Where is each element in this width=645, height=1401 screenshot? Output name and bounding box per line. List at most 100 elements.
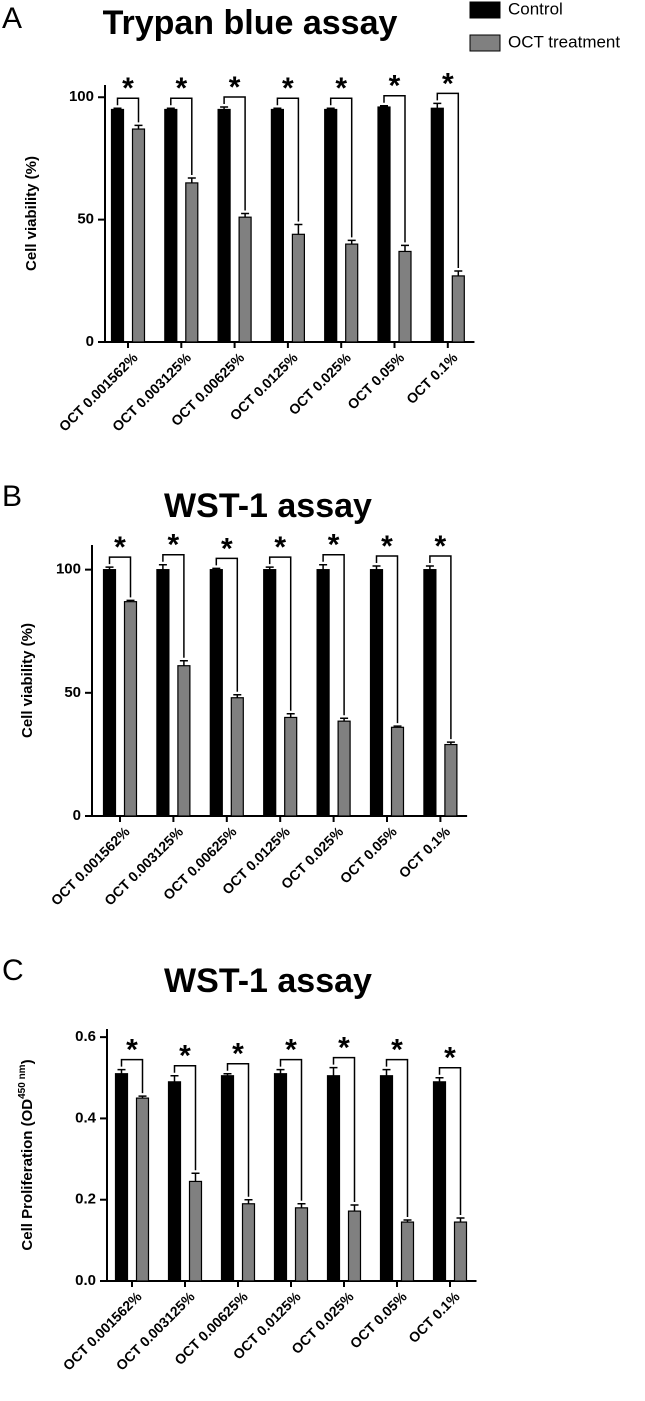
- y-axis-label: Cell viability (%): [19, 623, 36, 738]
- bar: [273, 1073, 288, 1282]
- x-tick-label: OCT 0.05%: [344, 349, 407, 412]
- y-tick-label: 0: [86, 333, 94, 350]
- error-bar: [454, 270, 463, 276]
- error-bar: [220, 106, 229, 110]
- significance-mark: *: [175, 72, 187, 105]
- error-bar: [329, 1066, 338, 1076]
- error-bar: [294, 223, 303, 235]
- chart-title: Trypan blue assay: [103, 4, 398, 42]
- significance-bracket: [329, 97, 353, 238]
- bar: [241, 1203, 256, 1282]
- significance-mark: *: [179, 1040, 191, 1073]
- significance-mark: *: [221, 532, 233, 565]
- significance-mark: *: [391, 1034, 403, 1067]
- bar: [123, 601, 138, 817]
- bar: [263, 569, 277, 817]
- y-tick-label: 0.6: [75, 1028, 96, 1045]
- bar: [284, 716, 298, 817]
- bar: [156, 569, 170, 817]
- significance-mark: *: [335, 72, 347, 105]
- bar: [270, 108, 284, 343]
- significance-bracket: [322, 553, 345, 716]
- bar: [423, 569, 437, 817]
- significance-mark: *: [168, 529, 180, 562]
- significance-bracket: [436, 92, 460, 269]
- error-bar: [393, 725, 402, 728]
- y-tick-label: 50: [77, 211, 94, 228]
- significance-bracket: [226, 1062, 250, 1197]
- significance-mark: *: [444, 1042, 456, 1075]
- x-tick-label: OCT 0.1%: [405, 1288, 463, 1346]
- y-tick-label: 0.4: [75, 1109, 97, 1126]
- significance-mark: *: [389, 70, 401, 103]
- legend-label: OCT treatment: [508, 32, 620, 51]
- panel-label: A: [2, 2, 22, 35]
- error-bar: [286, 713, 295, 718]
- error-bar: [105, 566, 114, 570]
- error-bar: [380, 105, 388, 108]
- significance-mark: *: [338, 1032, 350, 1065]
- y-tick-label: 0: [73, 807, 81, 824]
- error-bar: [326, 107, 335, 110]
- error-bar: [179, 660, 188, 666]
- bar: [316, 569, 330, 817]
- bar: [400, 1221, 415, 1282]
- bar: [238, 216, 252, 343]
- error-bar: [433, 102, 442, 109]
- error-bar: [134, 124, 143, 130]
- bar: [390, 726, 405, 817]
- y-tick-label: 50: [64, 684, 81, 701]
- significance-bracket: [162, 553, 185, 658]
- error-bar: [126, 599, 135, 602]
- significance-bracket: [215, 557, 239, 692]
- error-bar: [265, 566, 274, 570]
- significance-bracket: [385, 1058, 409, 1218]
- significance-bracket: [429, 555, 452, 740]
- legend-swatch: [469, 34, 501, 52]
- bar: [444, 743, 458, 817]
- error-bar: [446, 741, 455, 745]
- bar: [347, 1210, 362, 1282]
- y-axis-label: Cell viability (%): [23, 156, 40, 271]
- x-tick-label: OCT 0.1%: [396, 823, 454, 881]
- bar: [451, 275, 465, 343]
- significance-mark: *: [114, 531, 126, 564]
- bar: [209, 569, 223, 817]
- bar: [164, 108, 178, 343]
- significance-bracket: [108, 556, 132, 598]
- significance-mark: *: [435, 530, 447, 563]
- chart-title: WST-1 assay: [164, 962, 372, 1000]
- y-axis-label-part: Cell viability (%): [19, 623, 36, 738]
- bar: [185, 182, 199, 343]
- error-bar: [273, 107, 282, 110]
- bar: [326, 1075, 341, 1282]
- significance-bracket: [438, 1067, 462, 1215]
- significance-bracket: [268, 556, 292, 711]
- y-axis-label-part: 450 nm: [17, 1064, 28, 1099]
- significance-mark: *: [285, 1034, 297, 1067]
- error-bar: [382, 1068, 391, 1076]
- y-axis-label-part: Cell viability (%): [23, 156, 40, 271]
- bar: [135, 1097, 150, 1282]
- significance-mark: *: [229, 71, 241, 104]
- bar: [453, 1221, 468, 1282]
- panel-label: C: [2, 954, 24, 987]
- bar: [337, 720, 351, 817]
- y-tick-label: 100: [56, 561, 81, 578]
- x-tick-label: OCT 0.1%: [403, 349, 461, 407]
- bar: [114, 1073, 129, 1282]
- y-axis-label-part: ): [19, 1059, 36, 1064]
- significance-bracket: [223, 96, 246, 211]
- error-bar: [170, 1074, 179, 1082]
- significance-bracket: [170, 97, 193, 176]
- error-bar: [425, 565, 434, 570]
- significance-mark: *: [274, 531, 286, 564]
- bar: [291, 233, 305, 343]
- bar: [220, 1075, 235, 1282]
- bar: [230, 697, 244, 817]
- y-axis-label: Cell Proliferation (OD450 nm): [17, 1059, 36, 1250]
- error-bar: [233, 694, 242, 698]
- legend-swatch: [469, 1, 501, 19]
- error-bar: [166, 107, 175, 110]
